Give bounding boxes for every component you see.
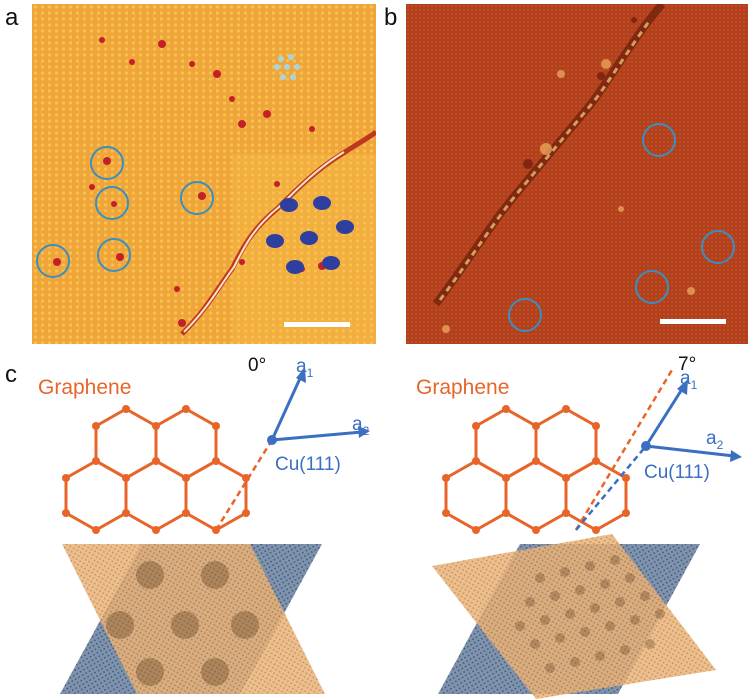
lattice-dot <box>280 74 286 80</box>
moire-schematic-right <box>432 534 716 699</box>
graphene-label-left: Graphene <box>38 376 132 399</box>
graphene-lattice-left <box>64 407 248 532</box>
lattice-dot <box>290 74 296 80</box>
stm-image-a <box>32 4 376 344</box>
scale-bar <box>660 319 726 324</box>
lattice-dot <box>284 64 290 70</box>
moire-dot <box>266 234 284 248</box>
defect-circle <box>97 238 131 272</box>
moire-dot <box>280 198 298 212</box>
moire-dot <box>336 220 354 234</box>
panel-label-a: a <box>5 4 19 31</box>
graphene-label-right: Graphene <box>416 376 510 399</box>
panel-label-c: c <box>5 361 17 388</box>
lattice-dot <box>274 64 280 70</box>
angle-label-right: 7° <box>678 354 697 375</box>
moire-dot <box>313 196 331 210</box>
defect-circle <box>95 186 129 220</box>
angle-label-left: 0° <box>248 355 267 376</box>
panel-label-b: b <box>384 4 398 31</box>
a1-label-left: a1 <box>296 356 314 380</box>
a1-label-right: a1 <box>680 368 698 392</box>
cu-label-left: Cu(111) <box>275 454 341 475</box>
moire-schematic-left <box>60 544 325 694</box>
lattice-dot <box>294 64 300 70</box>
lattice-dot <box>288 54 294 60</box>
defect-circle <box>642 123 676 157</box>
defect-circle <box>180 181 214 215</box>
lattice-dot <box>278 56 284 62</box>
moire-dot <box>322 256 340 270</box>
moire-dot <box>286 260 304 274</box>
defect-circle <box>90 146 124 180</box>
stm-image-b <box>406 4 748 344</box>
a2-label-left: a2 <box>352 414 370 438</box>
scale-bar <box>284 322 350 327</box>
graphene-lattice-right <box>444 407 628 532</box>
a2-label-right: a2 <box>706 428 724 452</box>
stm-image-a-surface <box>32 4 376 344</box>
moire-dot <box>300 231 318 245</box>
cu-label-right: Cu(111) <box>644 462 710 483</box>
defect-circle <box>36 244 70 278</box>
defect-circle <box>701 230 735 264</box>
stm-image-b-surface <box>406 4 748 344</box>
defect-circle <box>635 270 669 304</box>
defect-circle <box>508 298 542 332</box>
